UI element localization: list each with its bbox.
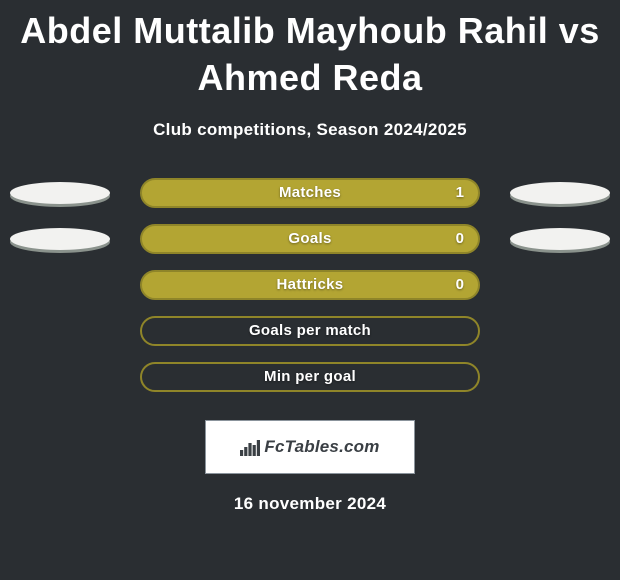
stat-label: Min per goal — [264, 368, 356, 385]
stat-pill: Min per goal — [140, 362, 480, 392]
stat-value: 0 — [456, 230, 464, 247]
brand-text: FcTables.com — [264, 437, 379, 457]
bar-chart-icon — [240, 438, 260, 456]
stat-label: Goals per match — [249, 322, 371, 339]
stat-row: Goals per match — [0, 316, 620, 346]
stat-row: Goals 0 — [0, 224, 620, 254]
left-oval — [10, 228, 110, 250]
right-oval — [510, 228, 610, 250]
stat-label: Hattricks — [277, 276, 344, 293]
stat-pill: Goals per match — [140, 316, 480, 346]
stat-pill: Matches 1 — [140, 178, 480, 208]
left-oval — [10, 182, 110, 204]
stat-row: Min per goal — [0, 362, 620, 392]
right-oval — [510, 182, 610, 204]
subtitle: Club competitions, Season 2024/2025 — [0, 120, 620, 140]
stat-row: Hattricks 0 — [0, 270, 620, 300]
stat-value: 1 — [456, 184, 464, 201]
stats-rows: Matches 1 Goals 0 Hattricks 0 Goals per match M… — [0, 178, 620, 392]
page-title: Abdel Muttalib Mayhoub Rahil vs Ahmed Re… — [0, 0, 620, 102]
stat-value: 0 — [456, 276, 464, 293]
stat-pill: Hattricks 0 — [140, 270, 480, 300]
date: 16 november 2024 — [0, 494, 620, 514]
brand-box: FcTables.com — [205, 420, 415, 474]
stat-pill: Goals 0 — [140, 224, 480, 254]
stat-row: Matches 1 — [0, 178, 620, 208]
stat-label: Matches — [279, 184, 341, 201]
stat-label: Goals — [288, 230, 331, 247]
